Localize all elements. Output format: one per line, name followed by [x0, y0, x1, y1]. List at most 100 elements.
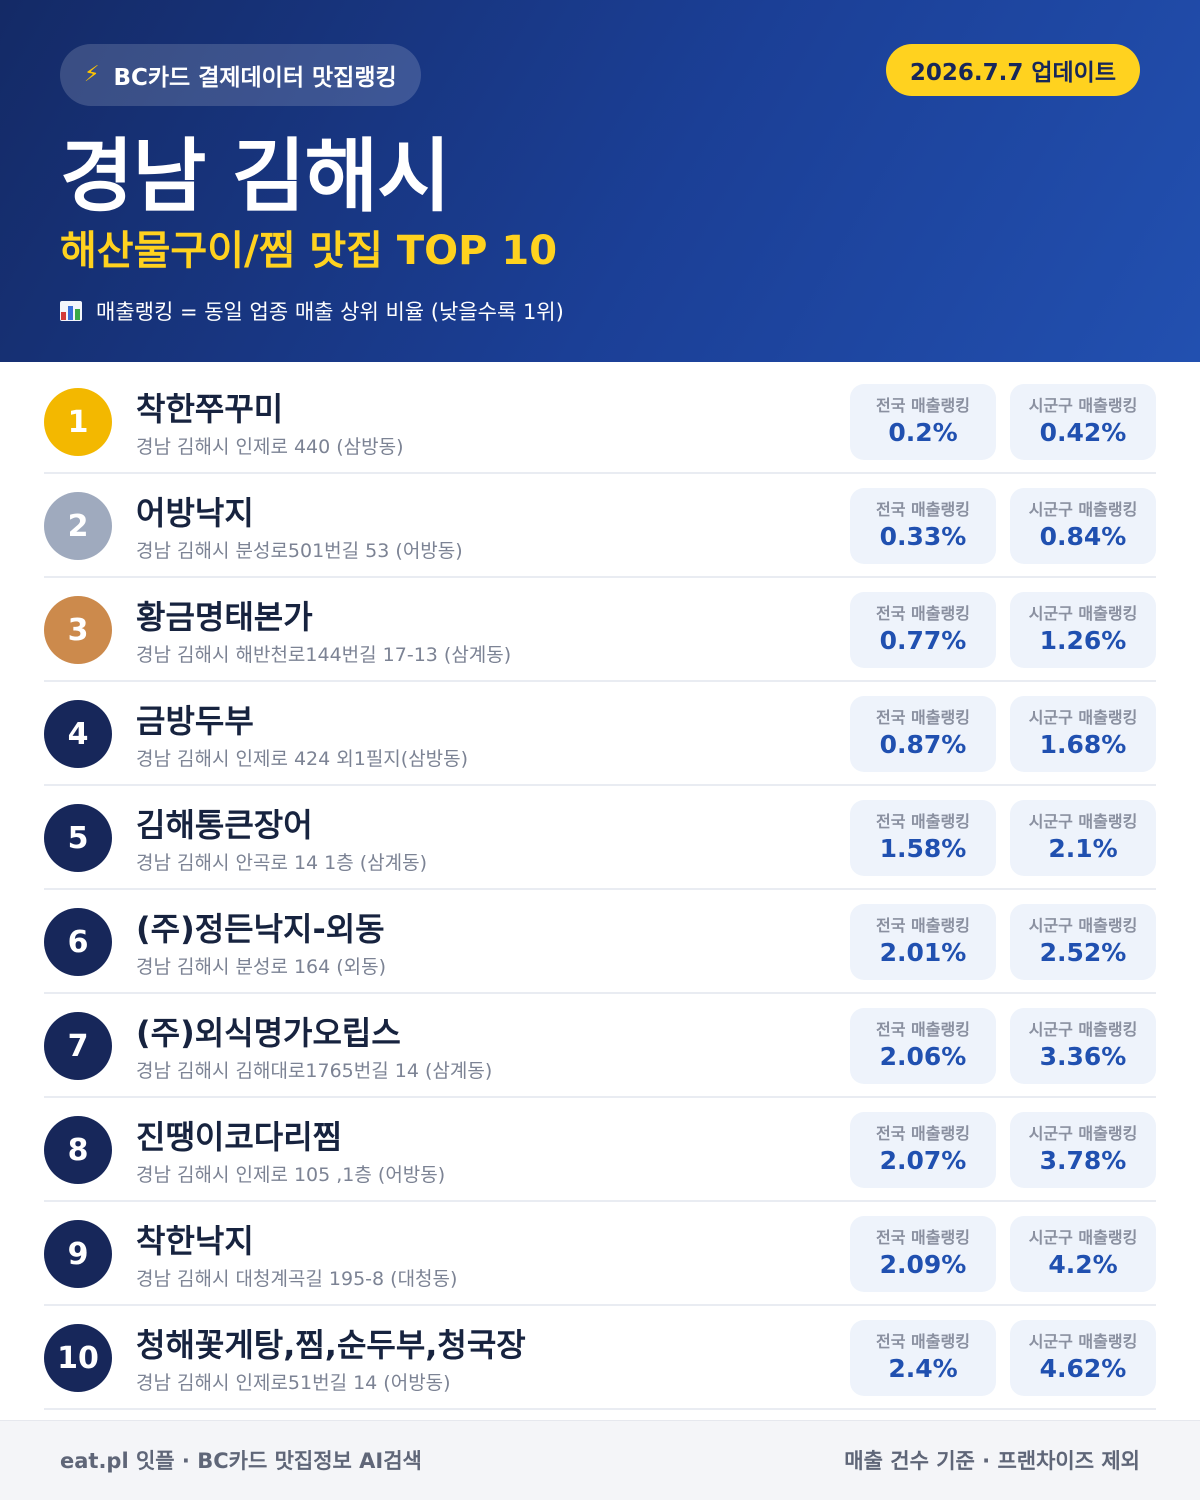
- restaurant-address: 경남 김해시 인제로51번길 14 (어방동): [136, 1372, 451, 1394]
- footer-criteria: 매출 건수 기준 · 프랜차이즈 제외: [844, 1449, 1140, 1473]
- local-ranking-value: 2.1%: [1048, 834, 1118, 863]
- lightning-bolt-icon: ⚡: [84, 62, 100, 87]
- local-ranking-label: 시군구 매출랭킹: [1028, 604, 1138, 623]
- restaurant-name: 어방낙지: [136, 494, 254, 532]
- page-subtitle: 해산물구이/찜 맛집 TOP 10: [60, 228, 558, 274]
- local-ranking-value: 2.52%: [1039, 938, 1127, 967]
- local-ranking-value: 1.26%: [1039, 626, 1127, 655]
- rank-badge: 7: [44, 1012, 112, 1080]
- local-ranking-label: 시군구 매출랭킹: [1028, 500, 1138, 519]
- national-ranking-value: 0.87%: [879, 730, 967, 759]
- local-ranking-card: 시군구 매출랭킹 2.1%: [1010, 800, 1156, 876]
- local-ranking-card: 시군구 매출랭킹 0.42%: [1010, 384, 1156, 460]
- national-ranking-value: 0.33%: [879, 522, 967, 551]
- national-ranking-label: 전국 매출랭킹: [876, 396, 970, 415]
- restaurant-address: 경남 김해시 대청계곡길 195-8 (대청동): [136, 1268, 458, 1290]
- local-ranking-label: 시군구 매출랭킹: [1028, 708, 1138, 727]
- national-ranking-card: 전국 매출랭킹 2.06%: [850, 1008, 996, 1084]
- national-ranking-value: 0.2%: [888, 418, 958, 447]
- national-ranking-label: 전국 매출랭킹: [876, 708, 970, 727]
- national-ranking-card: 전국 매출랭킹 2.4%: [850, 1320, 996, 1396]
- restaurant-name: 착한쭈꾸미: [136, 390, 284, 428]
- national-ranking-value: 2.06%: [879, 1042, 967, 1071]
- restaurant-address: 경남 김해시 해반천로144번길 17-13 (삼계동): [136, 644, 512, 666]
- restaurant-name: 황금명태본가: [136, 598, 313, 636]
- national-ranking-value: 0.77%: [879, 626, 967, 655]
- national-ranking-card: 전국 매출랭킹 2.01%: [850, 904, 996, 980]
- national-ranking-label: 전국 매출랭킹: [876, 1020, 970, 1039]
- local-ranking-value: 0.42%: [1039, 418, 1127, 447]
- local-ranking-value: 4.2%: [1048, 1250, 1118, 1279]
- restaurant-name: 김해통큰장어: [136, 806, 313, 844]
- restaurant-name: 금방두부: [136, 702, 254, 740]
- local-ranking-label: 시군구 매출랭킹: [1028, 916, 1138, 935]
- local-ranking-label: 시군구 매출랭킹: [1028, 1124, 1138, 1143]
- national-ranking-card: 전국 매출랭킹 0.2%: [850, 384, 996, 460]
- local-ranking-label: 시군구 매출랭킹: [1028, 1228, 1138, 1247]
- local-ranking-card: 시군구 매출랭킹 4.2%: [1010, 1216, 1156, 1292]
- local-ranking-label: 시군구 매출랭킹: [1028, 396, 1138, 415]
- bar-chart-icon: [60, 301, 82, 321]
- source-pill: ⚡ BC카드 결제데이터 맛집랭킹: [60, 44, 421, 106]
- rank-badge: 6: [44, 908, 112, 976]
- national-ranking-label: 전국 매출랭킹: [876, 500, 970, 519]
- local-ranking-value: 3.78%: [1039, 1146, 1127, 1175]
- rank-badge: 10: [44, 1324, 112, 1392]
- local-ranking-card: 시군구 매출랭킹 4.62%: [1010, 1320, 1156, 1396]
- local-ranking-label: 시군구 매출랭킹: [1028, 1020, 1138, 1039]
- local-ranking-card: 시군구 매출랭킹 1.26%: [1010, 592, 1156, 668]
- restaurant-address: 경남 김해시 분성로 164 (외동): [136, 956, 387, 978]
- ranking-list: 1 착한쭈꾸미 경남 김해시 인제로 440 (삼방동) 전국 매출랭킹 0.2% 시군구…: [44, 370, 1156, 1410]
- list-item[interactable]: 4 금방두부 경남 김해시 인제로 424 외1필지(삼방동) 전국 매출랭킹 0.87…: [44, 682, 1156, 786]
- footer-source: eat.pl 잇플 · BC카드 맛집정보 AI검색: [60, 1449, 422, 1473]
- rank-badge: 8: [44, 1116, 112, 1184]
- national-ranking-card: 전국 매출랭킹 0.87%: [850, 696, 996, 772]
- restaurant-name: (주)정든낙지-외동: [136, 910, 385, 948]
- restaurant-name: 진땡이코다리찜: [136, 1118, 343, 1156]
- national-ranking-label: 전국 매출랭킹: [876, 1228, 970, 1247]
- local-ranking-label: 시군구 매출랭킹: [1028, 812, 1138, 831]
- rank-badge: 3: [44, 596, 112, 664]
- rank-badge: 9: [44, 1220, 112, 1288]
- local-ranking-value: 4.62%: [1039, 1354, 1127, 1383]
- page-title: 경남 김해시: [60, 130, 451, 223]
- restaurant-name: (주)외식명가오립스: [136, 1014, 401, 1052]
- source-label: BC카드 결제데이터 맛집랭킹: [113, 65, 397, 91]
- header-banner: ⚡ BC카드 결제데이터 맛집랭킹 2026.7.7 업데이트 경남 김해시 해…: [0, 0, 1200, 362]
- national-ranking-label: 전국 매출랭킹: [876, 916, 970, 935]
- national-ranking-label: 전국 매출랭킹: [876, 1124, 970, 1143]
- national-ranking-label: 전국 매출랭킹: [876, 812, 970, 831]
- rank-badge: 1: [44, 388, 112, 456]
- rank-badge: 2: [44, 492, 112, 560]
- rank-badge: 4: [44, 700, 112, 768]
- restaurant-address: 경남 김해시 인제로 105 ,1층 (어방동): [136, 1164, 446, 1186]
- list-item[interactable]: 1 착한쭈꾸미 경남 김해시 인제로 440 (삼방동) 전국 매출랭킹 0.2% 시군구…: [44, 370, 1156, 474]
- national-ranking-value: 2.4%: [888, 1354, 958, 1383]
- restaurant-name: 착한낙지: [136, 1222, 254, 1260]
- local-ranking-value: 3.36%: [1039, 1042, 1127, 1071]
- update-date-badge: 2026.7.7 업데이트: [885, 44, 1140, 96]
- local-ranking-value: 0.84%: [1039, 522, 1127, 551]
- national-ranking-value: 2.09%: [879, 1250, 967, 1279]
- local-ranking-card: 시군구 매출랭킹 1.68%: [1010, 696, 1156, 772]
- restaurant-address: 경남 김해시 분성로501번길 53 (어방동): [136, 540, 463, 562]
- restaurant-address: 경남 김해시 김해대로1765번길 14 (삼계동): [136, 1060, 493, 1082]
- local-ranking-value: 1.68%: [1039, 730, 1127, 759]
- restaurant-name: 청해꽃게탕,찜,순두부,청국장: [136, 1326, 526, 1364]
- local-ranking-card: 시군구 매출랭킹 2.52%: [1010, 904, 1156, 980]
- national-ranking-label: 전국 매출랭킹: [876, 1332, 970, 1351]
- national-ranking-value: 2.01%: [879, 938, 967, 967]
- national-ranking-card: 전국 매출랭킹 0.77%: [850, 592, 996, 668]
- list-item[interactable]: 5 김해통큰장어 경남 김해시 안곡로 14 1층 (삼계동) 전국 매출랭킹 1.58…: [44, 786, 1156, 890]
- ranking-note-text: 매출랭킹 = 동일 업종 매출 상위 비율 (낮을수록 1위): [96, 300, 564, 324]
- local-ranking-card: 시군구 매출랭킹 3.78%: [1010, 1112, 1156, 1188]
- list-item[interactable]: 8 진땡이코다리찜 경남 김해시 인제로 105 ,1층 (어방동) 전국 매출랭킹 2…: [44, 1098, 1156, 1202]
- national-ranking-card: 전국 매출랭킹 0.33%: [850, 488, 996, 564]
- rank-badge: 5: [44, 804, 112, 872]
